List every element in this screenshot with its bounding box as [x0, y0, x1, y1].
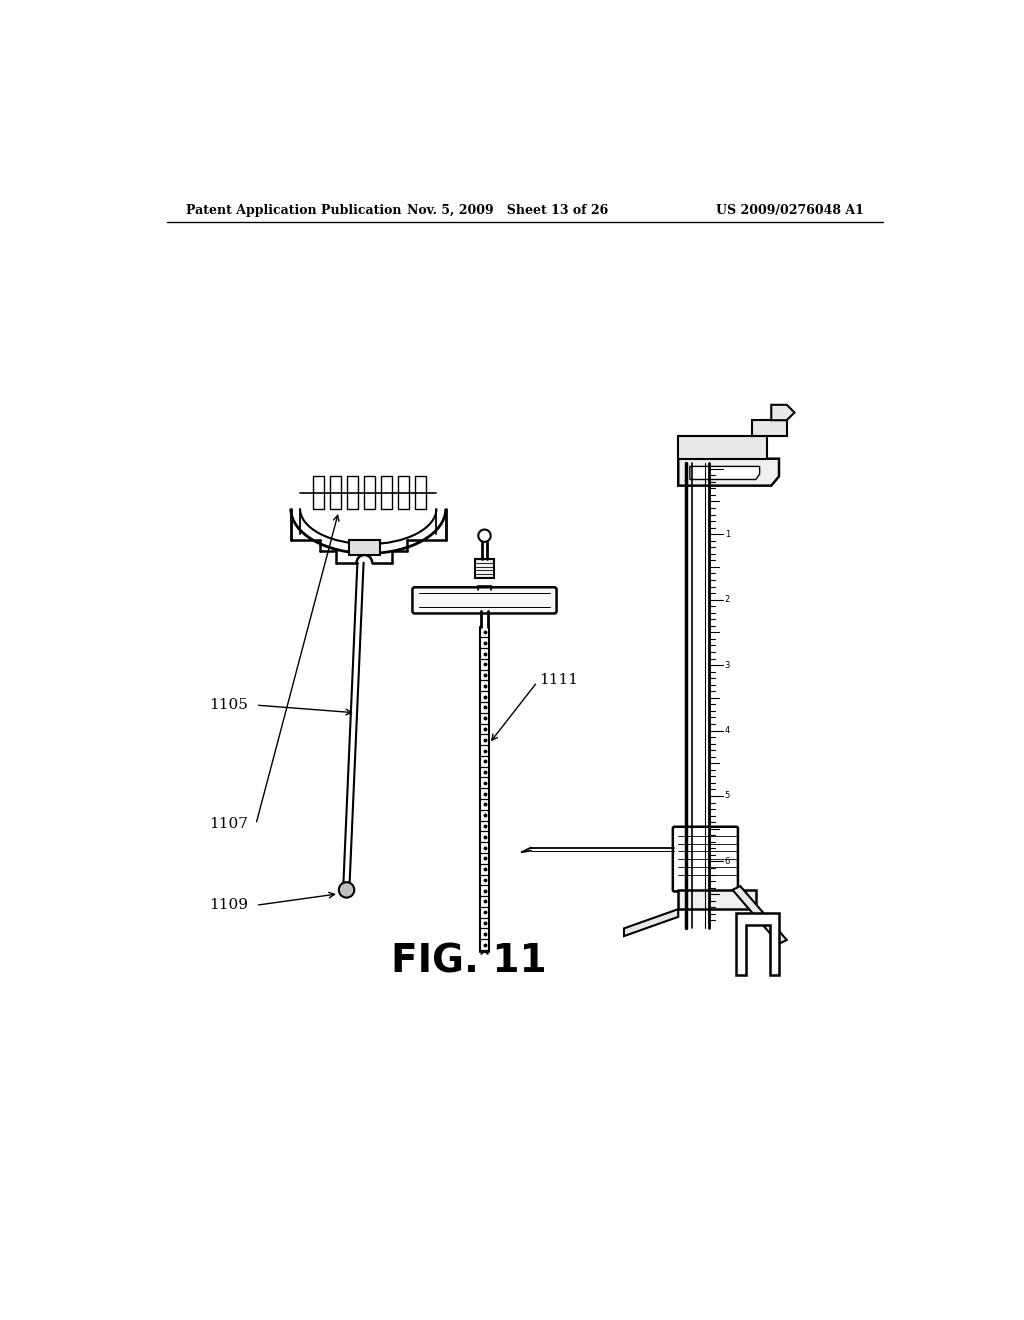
Bar	[330, 477, 341, 508]
Text: 1107: 1107	[209, 817, 248, 832]
Text: FIG. 11: FIG. 11	[391, 942, 547, 981]
Polygon shape	[690, 466, 760, 479]
Bar	[416, 477, 426, 508]
Text: 5: 5	[725, 792, 730, 800]
Text: Nov. 5, 2009   Sheet 13 of 26: Nov. 5, 2009 Sheet 13 of 26	[408, 205, 608, 218]
Text: 1: 1	[725, 529, 730, 539]
Bar	[398, 477, 410, 508]
Polygon shape	[732, 886, 786, 944]
Text: 1109: 1109	[209, 899, 248, 912]
FancyBboxPatch shape	[673, 826, 738, 891]
Polygon shape	[349, 540, 380, 554]
Bar	[347, 477, 358, 508]
Polygon shape	[678, 890, 756, 909]
Text: 3: 3	[725, 660, 730, 669]
Text: 1111: 1111	[539, 673, 578, 686]
Bar	[381, 477, 392, 508]
Polygon shape	[736, 913, 779, 974]
Text: 4: 4	[725, 726, 730, 735]
Text: 2: 2	[725, 595, 730, 605]
Text: US 2009/0276048 A1: US 2009/0276048 A1	[717, 205, 864, 218]
FancyBboxPatch shape	[413, 587, 557, 614]
Text: 6: 6	[725, 857, 730, 866]
Polygon shape	[678, 459, 779, 486]
Circle shape	[339, 882, 354, 898]
Polygon shape	[624, 909, 678, 936]
Polygon shape	[678, 436, 767, 459]
Polygon shape	[771, 405, 795, 420]
Text: Patent Application Publication: Patent Application Publication	[186, 205, 401, 218]
Polygon shape	[752, 420, 786, 436]
Polygon shape	[475, 558, 494, 578]
Bar	[365, 477, 376, 508]
Bar	[313, 477, 325, 508]
Text: 1105: 1105	[209, 698, 248, 711]
